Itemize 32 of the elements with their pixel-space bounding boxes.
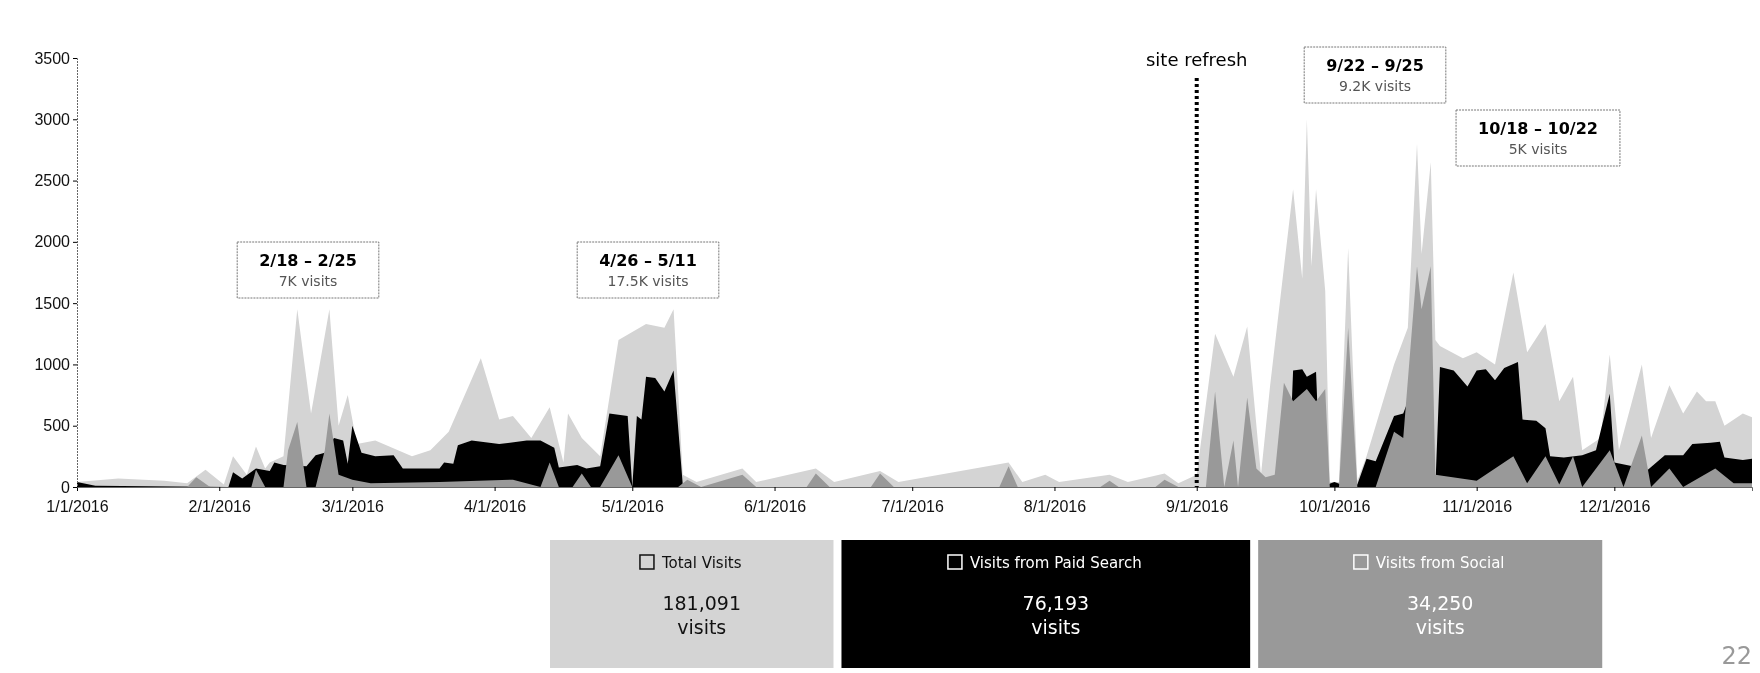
annotation: 2/18 – 2/25 7K visits xyxy=(259,251,357,289)
x-tick-label: 10/1/2016 xyxy=(1299,497,1371,515)
text: 22 xyxy=(1721,642,1752,670)
x-tick-label: 9/1/2016 xyxy=(1166,497,1229,515)
x-tick-label: 3/1/2016 xyxy=(321,497,385,515)
x-tick-label: 4/1/2016 xyxy=(463,497,527,515)
x-tick-label: 12/1/2016 xyxy=(1579,497,1651,515)
y-tick-label: 2000 xyxy=(34,233,71,251)
x-tick-label: 6/1/2016 xyxy=(743,497,807,515)
x-tick-label: 2/1/2016 xyxy=(188,497,251,515)
legend-label: Total Visits xyxy=(660,554,742,572)
x-tick-label: 8/1/2016 xyxy=(1023,497,1087,515)
annotation: 10/18 – 10/22 5K visits xyxy=(1478,119,1598,157)
legend-label: Visits from Paid Search xyxy=(969,554,1142,572)
y-tick-label: 2500 xyxy=(34,172,71,190)
y-tick-label: 3500 xyxy=(34,49,71,67)
y-tick-label: 3000 xyxy=(34,110,71,128)
y-tick-label: 1000 xyxy=(34,356,71,374)
x-tick-label: 11/1/2016 xyxy=(1442,497,1513,515)
text: 76,193 visits xyxy=(1022,592,1090,638)
y-tick-label: 1500 xyxy=(34,294,71,312)
ref-line-label: site refresh xyxy=(1145,49,1248,70)
text: 34,250 visits xyxy=(1406,592,1474,638)
x-tick-label: 7/1/2016 xyxy=(881,497,944,515)
annotation: 4/26 – 5/11 17.5K visits xyxy=(599,251,697,289)
x-tick-label: 1/1/2016 xyxy=(46,497,109,515)
x-tick-label: 5/1/2016 xyxy=(601,497,665,515)
annotation: 9/22 – 9/25 9.2K visits xyxy=(1326,56,1424,94)
y-tick-label: 500 xyxy=(43,417,71,435)
legend-label: Visits from Social xyxy=(1375,554,1505,572)
text: 181,091 visits xyxy=(662,592,742,638)
y-tick-label: 0 xyxy=(61,478,71,496)
